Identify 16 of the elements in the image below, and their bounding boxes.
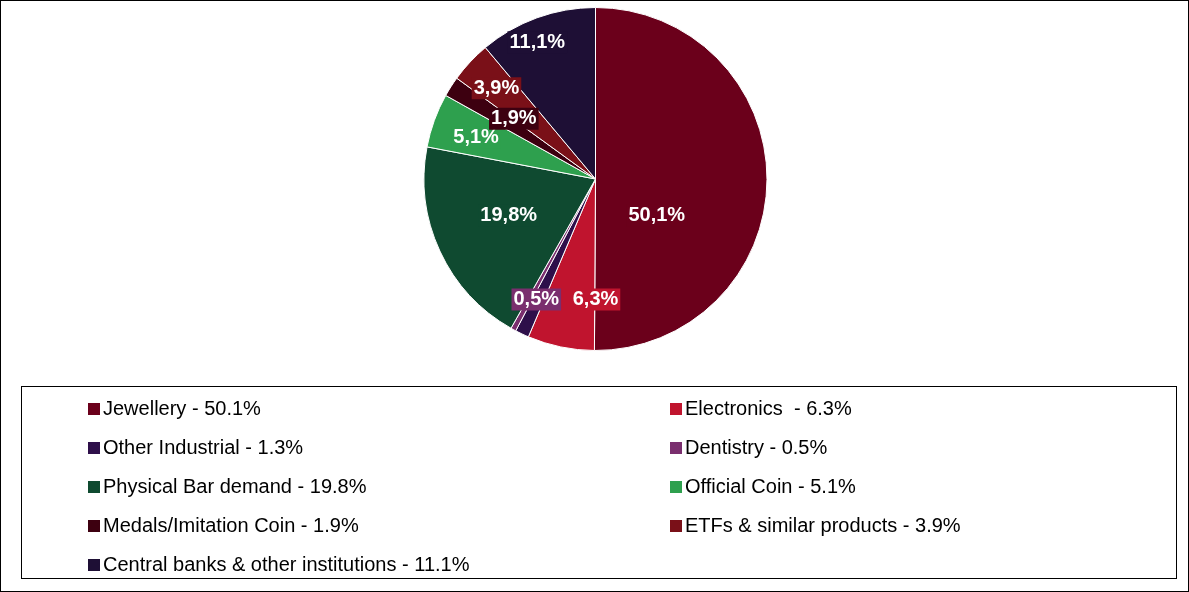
legend-label: Other Industrial - 1.3% xyxy=(103,436,304,459)
data-label: 11,1% xyxy=(509,29,566,52)
legend-label: Central banks & other institutions - 11.1% xyxy=(103,553,470,576)
legend-label: Jewellery - 50.1% xyxy=(103,397,261,420)
legend-label: Electronics - 6.3% xyxy=(685,397,852,420)
data-label: 0,5% xyxy=(513,286,560,309)
data-label: 1,9% xyxy=(491,106,537,129)
legend-label: Dentistry - 0.5% xyxy=(685,436,828,459)
legend-label: Medals/Imitation Coin - 1.9% xyxy=(103,514,359,537)
data-label: 6,3% xyxy=(572,286,619,309)
data-label: 19,8% xyxy=(480,203,538,226)
legend-label: Physical Bar demand - 19.8% xyxy=(103,475,367,498)
legend-label: ETFs & similar products - 3.9% xyxy=(685,514,961,537)
data-label: 50,1% xyxy=(628,203,686,226)
data-label: 3,9% xyxy=(473,75,520,98)
legend-label: Official Coin - 5.1% xyxy=(685,475,856,498)
